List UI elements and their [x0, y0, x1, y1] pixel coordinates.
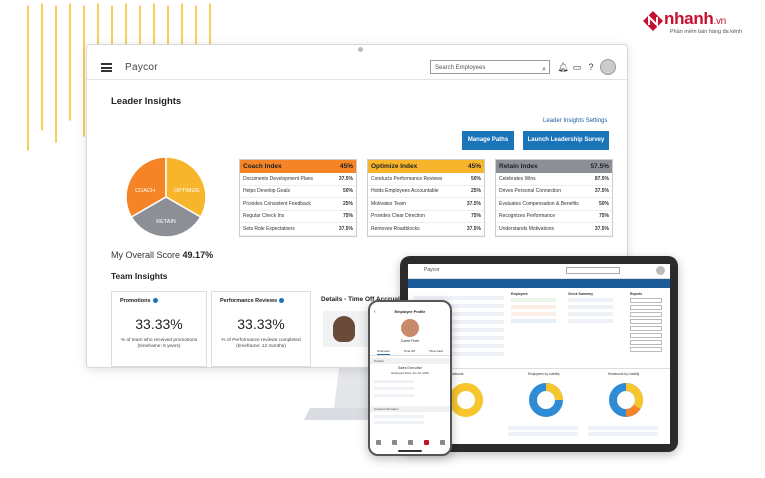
pie-label-coach: COACH — [135, 188, 155, 194]
pie-label-optimize: OPTIMIZE — [174, 188, 200, 194]
phone-employed-since: Employed Since Jun 10, 2015 — [391, 371, 429, 375]
brand-mark-icon — [643, 11, 663, 31]
chat-icon[interactable]: ▭ — [572, 62, 582, 72]
tablet-donut-title-headcount: Headcount — [448, 372, 464, 376]
monitor-camera — [358, 47, 363, 52]
tablet-logo: Paycor — [424, 267, 440, 273]
overall-score: My Overall Score 49.17% — [111, 250, 214, 260]
search-icon: ⌕ — [542, 66, 546, 73]
promotions-card: Promotions 33.33% % of team who received… — [111, 291, 207, 367]
search-input[interactable]: Search Employees ⌕ — [430, 60, 550, 74]
help-icon[interactable]: ? — [588, 62, 594, 72]
leadership-pie: COACH OPTIMIZE RETAIN — [125, 156, 207, 238]
back-icon[interactable]: ‹ — [374, 309, 376, 315]
avatar[interactable] — [600, 59, 616, 75]
info-icon[interactable] — [279, 298, 285, 304]
launch-leadership-survey-button[interactable]: Launch Leadership Survey — [523, 131, 609, 150]
phone-job-title: Sales Executive — [397, 366, 423, 370]
tablet-avatar[interactable] — [656, 266, 665, 275]
tablet-report-button[interactable] — [630, 298, 662, 303]
phone-tabs: Overview Time Off Time Card — [370, 347, 450, 356]
brand-tagline: Phần mềm bán hàng đa kênh — [670, 29, 743, 35]
optimize-index-table: Optimize Index 45% Conducts Performance R… — [367, 159, 485, 237]
pie-slice-retain[interactable] — [130, 196, 202, 238]
bell-icon[interactable]: 🔔︎ — [557, 62, 569, 72]
tablet-header-band — [408, 279, 670, 288]
nav-more-icon[interactable] — [439, 440, 445, 445]
tablet-section-employees: Employees — [511, 292, 528, 296]
table-row: Holds Employees Accountable 25% — [368, 186, 484, 198]
tablet-search-input[interactable] — [566, 267, 620, 274]
table-row: Recognizes Performance 75% — [496, 211, 612, 223]
info-icon[interactable] — [152, 298, 158, 304]
table-row: Documents Development Plans 37.5% — [240, 173, 356, 186]
phone-bottom-nav — [370, 438, 450, 450]
nav-inbox-icon[interactable] — [423, 440, 429, 445]
tablet-donut-chart — [609, 382, 644, 418]
phone-avatar — [401, 319, 419, 337]
performance-reviews-card: Performance Reviews 33.33% % of Performa… — [211, 291, 311, 367]
tab-time-off[interactable]: Time Off — [403, 349, 415, 353]
phone-home-indicator — [398, 450, 422, 452]
phone-device: ‹ Employee Profile Corrie Finer Overview… — [368, 300, 452, 456]
top-navigation-bar: Paycor Search Employees ⌕ 🔔︎ ▭ ? — [87, 57, 627, 80]
tab-overview[interactable]: Overview — [377, 349, 390, 355]
tablet-report-button[interactable] — [630, 347, 662, 352]
manage-paths-button[interactable]: Manage Paths — [462, 131, 514, 150]
brand-logo: nhanh.vn Phần mềm bán hàng đa kênh — [640, 8, 762, 42]
table-row: Evaluates Compensation & Benefits 50% — [496, 198, 612, 211]
details-title: Details - Time Off Accrual — [321, 296, 400, 303]
tablet-donut-chart — [449, 383, 483, 417]
table-row: Helps Develop Goals 50% — [240, 186, 356, 198]
table-row: Celebrates Wins 87.5% — [496, 173, 612, 186]
tablet-report-button[interactable] — [630, 333, 662, 338]
tablet-report-button[interactable] — [630, 340, 662, 345]
team-insights-title: Team Insights — [111, 271, 168, 281]
table-row: Drives Personal Connection 37.5% — [496, 186, 612, 198]
employee-photo — [333, 316, 355, 342]
nav-team-icon[interactable] — [391, 440, 397, 445]
phone-position-section: Position — [370, 358, 450, 364]
tablet-section-reports: Reports — [630, 292, 643, 296]
phone-employee-name: Corrie Finer — [400, 339, 420, 343]
table-row: Sets Role Expectations 37.5% — [240, 223, 356, 236]
table-row: Provides Clear Direction 75% — [368, 211, 484, 223]
page-title: Leader Insights — [111, 96, 182, 107]
brand-name: nhanh.vn — [664, 9, 726, 28]
paycor-logo: Paycor — [125, 62, 158, 73]
menu-icon[interactable] — [101, 63, 112, 72]
nav-time-icon[interactable] — [407, 440, 413, 445]
retain-index-table: Retain Index 57.5% Celebrates Wins 87.5% D… — [495, 159, 613, 237]
table-row: Regular Check Ins 75% — [240, 211, 356, 223]
nav-home-icon[interactable] — [375, 440, 381, 445]
tablet-report-button[interactable] — [630, 326, 662, 331]
table-row: Provides Consistent Feedback 25% — [240, 198, 356, 211]
coach-index-table: Coach Index 45% Documents Development Pla… — [239, 159, 357, 237]
pie-label-retain: RETAIN — [156, 219, 176, 225]
table-row: Motivates Team 37.5% — [368, 198, 484, 211]
table-row: Understands Motivations 37.5% — [496, 223, 612, 236]
performance-reviews-value: 33.33% — [237, 316, 285, 332]
tab-time-card[interactable]: Time Card — [429, 349, 443, 353]
tablet-report-button[interactable] — [630, 312, 662, 317]
table-row: Removes Roadblocks 37.5% — [368, 223, 484, 236]
table-row: Conducts Performance Reviews 50% — [368, 173, 484, 186]
phone-contact-section: Contact Information — [370, 406, 450, 412]
tablet-donut-chart — [529, 383, 563, 417]
leader-insights-settings-link[interactable]: Leader Insights Settings — [543, 118, 608, 124]
tablet-donut-title-employees-liability: Employees by Liability — [528, 372, 560, 376]
tablet-section-check-summary: Check Summary — [568, 292, 593, 296]
tablet-report-button[interactable] — [630, 319, 662, 324]
phone-header: Employee Profile — [394, 310, 426, 314]
tablet-donut-title-headcount-liability: Headcount by Liability — [608, 372, 640, 376]
promotions-value: 33.33% — [135, 316, 183, 332]
tablet-report-button[interactable] — [630, 305, 662, 310]
